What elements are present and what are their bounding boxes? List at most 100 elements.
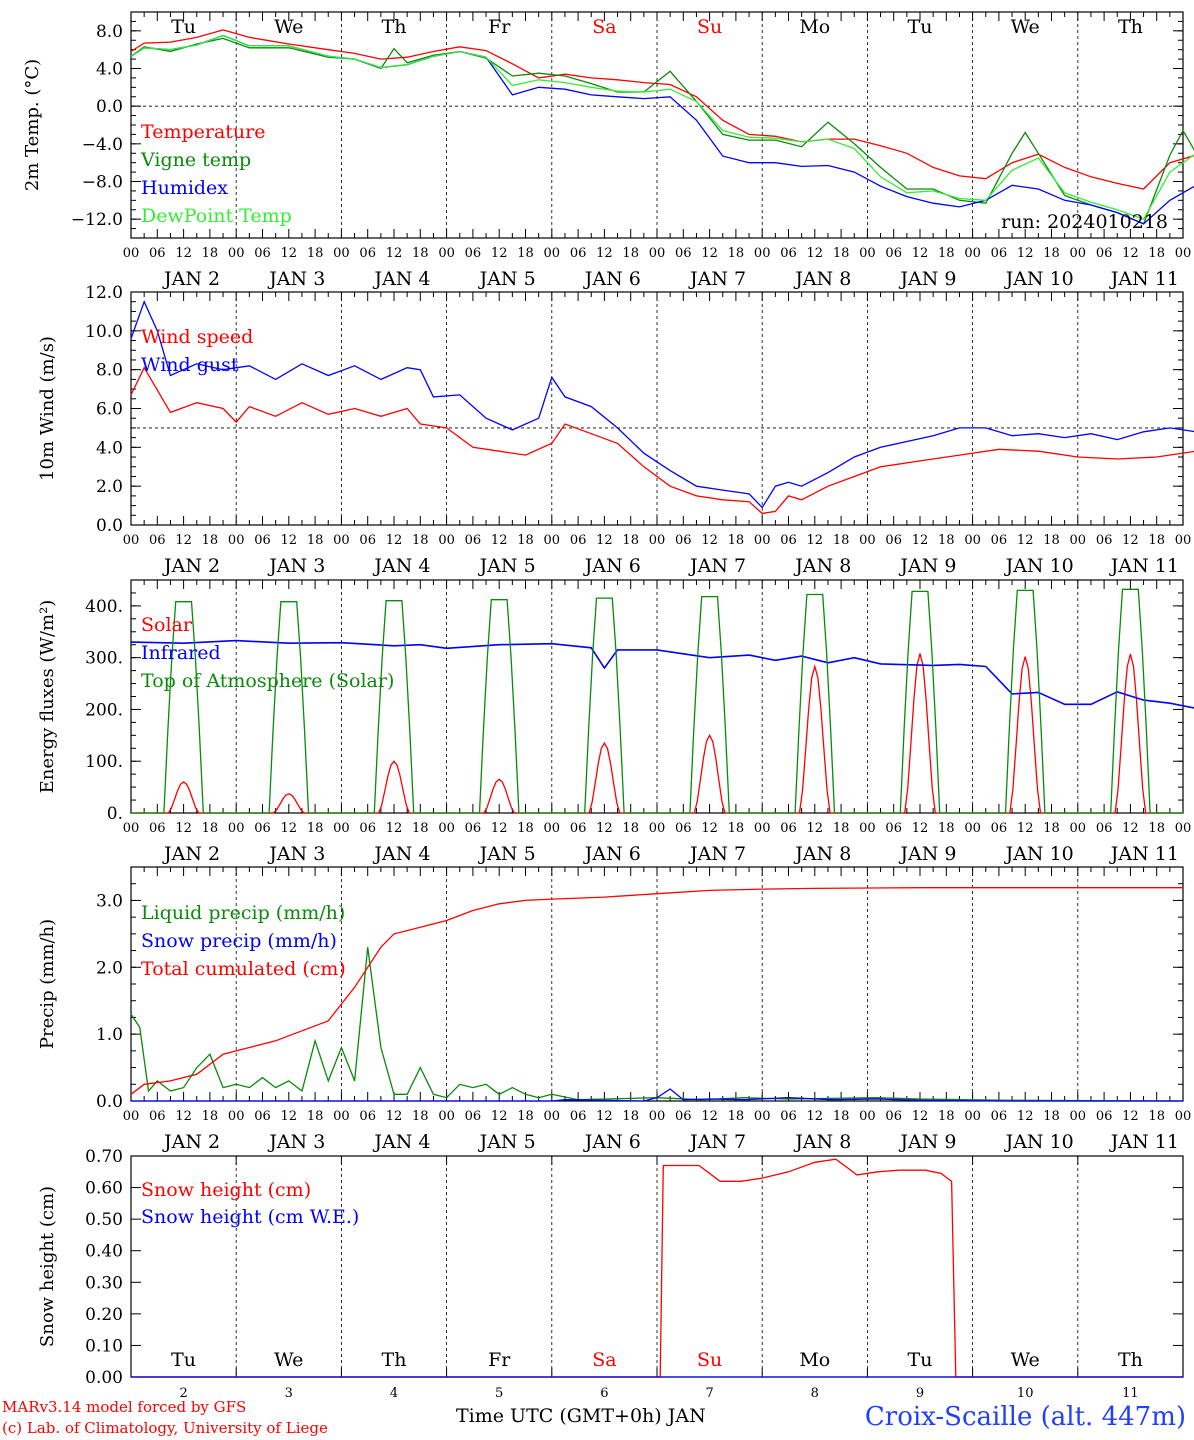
hour-tick-label: 00 bbox=[228, 1109, 245, 1124]
hour-tick-label: 12 bbox=[807, 821, 824, 836]
hour-tick-label: 06 bbox=[359, 246, 376, 261]
panel-1 bbox=[130, 11, 1194, 239]
y-tick-label: 4.0 bbox=[96, 60, 123, 80]
day-tick-label: JAN 8 bbox=[793, 555, 851, 577]
hour-tick-label: 06 bbox=[570, 821, 587, 836]
hour-tick-label: 06 bbox=[780, 533, 797, 548]
day-tick-label: JAN 9 bbox=[898, 1131, 956, 1153]
y-tick-label: 6.0 bbox=[96, 400, 123, 420]
hour-tick-label: 06 bbox=[465, 1109, 482, 1124]
y-tick-label: 4.0 bbox=[96, 438, 123, 458]
day-tick-label: JAN 2 bbox=[162, 268, 220, 290]
hour-tick-label: 18 bbox=[517, 533, 534, 548]
hour-tick-label: 00 bbox=[544, 246, 561, 261]
hour-tick-label: 12 bbox=[175, 821, 192, 836]
hour-tick-label: 18 bbox=[307, 246, 324, 261]
hour-tick-label: 12 bbox=[1122, 821, 1139, 836]
y-tick-label: 0.30 bbox=[85, 1273, 123, 1293]
hour-tick-label: 00 bbox=[964, 246, 981, 261]
hour-tick-label: 12 bbox=[1122, 246, 1139, 261]
y-tick-label: 0.0 bbox=[96, 516, 123, 536]
y-tick-label: 0.00 bbox=[85, 1368, 123, 1388]
weekday-label: Th bbox=[382, 16, 407, 38]
day-tick-label: JAN 7 bbox=[688, 268, 746, 290]
hour-tick-label: 06 bbox=[1096, 246, 1113, 261]
y-tick-label: 200. bbox=[85, 700, 123, 720]
weekday-label: Sa bbox=[592, 16, 616, 38]
weekday-label: We bbox=[274, 16, 303, 38]
hour-tick-label: 00 bbox=[859, 533, 876, 548]
hour-tick-label: 06 bbox=[885, 533, 902, 548]
hour-tick-label: 18 bbox=[1043, 821, 1060, 836]
hour-tick-label: 12 bbox=[701, 246, 718, 261]
day-tick-label: JAN 9 bbox=[898, 268, 956, 290]
day-tick-label: JAN 9 bbox=[898, 843, 956, 865]
hour-tick-label: 00 bbox=[228, 246, 245, 261]
weekday-label: Tu bbox=[171, 1349, 196, 1371]
day-tick-label: JAN 2 bbox=[162, 1131, 220, 1153]
hour-tick-label: 06 bbox=[149, 246, 166, 261]
hour-tick-label: 00 bbox=[754, 821, 771, 836]
legend-entry: Total cumulated (cm) bbox=[141, 958, 346, 980]
legend-entry: Snow precip (mm/h) bbox=[141, 930, 337, 952]
series-line-temperature bbox=[130, 29, 1194, 190]
day-tick-label: JAN 8 bbox=[793, 268, 851, 290]
weekday-label: We bbox=[274, 1349, 303, 1371]
weekday-label: Fr bbox=[488, 16, 511, 38]
hour-tick-label: 00 bbox=[333, 246, 350, 261]
hour-tick-label: 00 bbox=[438, 821, 455, 836]
hour-tick-label: 18 bbox=[938, 821, 955, 836]
weekday-label: Tu bbox=[908, 1349, 933, 1371]
hour-tick-label: 06 bbox=[149, 533, 166, 548]
weekday-label: Sa bbox=[592, 1349, 616, 1371]
hour-tick-label: 00 bbox=[333, 1109, 350, 1124]
day-number-label: 7 bbox=[705, 1386, 713, 1400]
y-axis-label: Snow height (cm) bbox=[37, 1186, 58, 1347]
y-tick-label: 8.0 bbox=[96, 22, 123, 42]
day-number-label: 2 bbox=[179, 1386, 187, 1400]
panel-2 bbox=[130, 291, 1194, 526]
y-tick-label: 0.0 bbox=[96, 97, 123, 117]
hour-tick-label: 18 bbox=[1148, 1109, 1165, 1124]
model-credit: MARv3.14 model forced by GFS bbox=[2, 1398, 247, 1416]
hour-tick-label: 12 bbox=[1017, 533, 1034, 548]
y-tick-label: 0.10 bbox=[85, 1336, 123, 1356]
hour-tick-label: 18 bbox=[1043, 1109, 1060, 1124]
series-line-total-cumulated-cm- bbox=[130, 887, 1183, 1095]
hour-tick-label: 06 bbox=[885, 1109, 902, 1124]
y-tick-label: 2.0 bbox=[96, 958, 123, 978]
hour-tick-label: 00 bbox=[1175, 246, 1192, 261]
hour-tick-label: 18 bbox=[728, 821, 745, 836]
hour-tick-label: 00 bbox=[123, 821, 140, 836]
hour-tick-label: 12 bbox=[807, 246, 824, 261]
hour-tick-label: 00 bbox=[1070, 533, 1087, 548]
hour-tick-label: 06 bbox=[780, 1109, 797, 1124]
hour-tick-label: 00 bbox=[544, 533, 561, 548]
hour-tick-label: 12 bbox=[386, 246, 403, 261]
weekday-label: Fr bbox=[488, 1349, 511, 1371]
y-axis-label: 10m Wind (m/s) bbox=[37, 336, 58, 481]
y-axis-label: Energy fluxes (W/m²) bbox=[37, 600, 58, 794]
day-tick-label: JAN 2 bbox=[162, 843, 220, 865]
hour-tick-label: 06 bbox=[885, 821, 902, 836]
day-tick-label: JAN 7 bbox=[688, 1131, 746, 1153]
hour-tick-label: 12 bbox=[175, 1109, 192, 1124]
hour-tick-label: 18 bbox=[307, 533, 324, 548]
hour-tick-label: 18 bbox=[833, 533, 850, 548]
series-line-wind-speed bbox=[130, 366, 1194, 515]
y-axis-label: 2m Temp. (°C) bbox=[22, 59, 43, 191]
hour-tick-label: 12 bbox=[386, 821, 403, 836]
hour-tick-label: 12 bbox=[701, 533, 718, 548]
hour-tick-label: 18 bbox=[307, 1109, 324, 1124]
legend-entry: Wind speed bbox=[141, 326, 253, 348]
hour-tick-label: 12 bbox=[912, 1109, 929, 1124]
hour-tick-label: 12 bbox=[281, 821, 298, 836]
hour-tick-label: 00 bbox=[333, 533, 350, 548]
day-tick-label: JAN 7 bbox=[688, 843, 746, 865]
hour-tick-label: 12 bbox=[912, 821, 929, 836]
hour-tick-label: 00 bbox=[123, 1109, 140, 1124]
legend-entry: Wind gust bbox=[141, 354, 239, 376]
hour-tick-label: 18 bbox=[517, 821, 534, 836]
hour-tick-label: 12 bbox=[491, 533, 508, 548]
y-tick-label: 400. bbox=[85, 597, 123, 617]
